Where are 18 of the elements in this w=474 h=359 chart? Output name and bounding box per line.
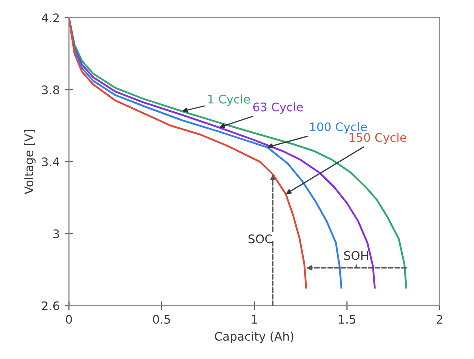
x-axis-title: Capacity (Ah) — [215, 332, 294, 344]
text: 100 Cycle — [310, 122, 368, 134]
x-tick-label: 1 — [252, 315, 258, 324]
y-tick-label: 3.8 — [42, 86, 60, 95]
text: 150 Cycle — [350, 133, 406, 144]
annotation: SOC — [248, 234, 272, 244]
text: 63 Cycle — [253, 102, 304, 114]
x-tick-label: 0 — [66, 315, 72, 324]
y-tick-label: 3 — [54, 230, 60, 239]
x-tick-label: 2 — [436, 315, 442, 324]
y-tick-label: 3.4 — [42, 158, 60, 167]
annotation: SOH — [344, 251, 368, 260]
y-axis-title: Voltage [V] — [24, 130, 36, 194]
y-tick-label: 4.2 — [42, 14, 59, 22]
series-label: 1 Cycle — [208, 94, 250, 106]
y-tick-label: 2.6 — [42, 302, 60, 311]
x-tick-label: 1.5 — [339, 315, 356, 324]
x-tick-label: 0.5 — [153, 315, 170, 324]
